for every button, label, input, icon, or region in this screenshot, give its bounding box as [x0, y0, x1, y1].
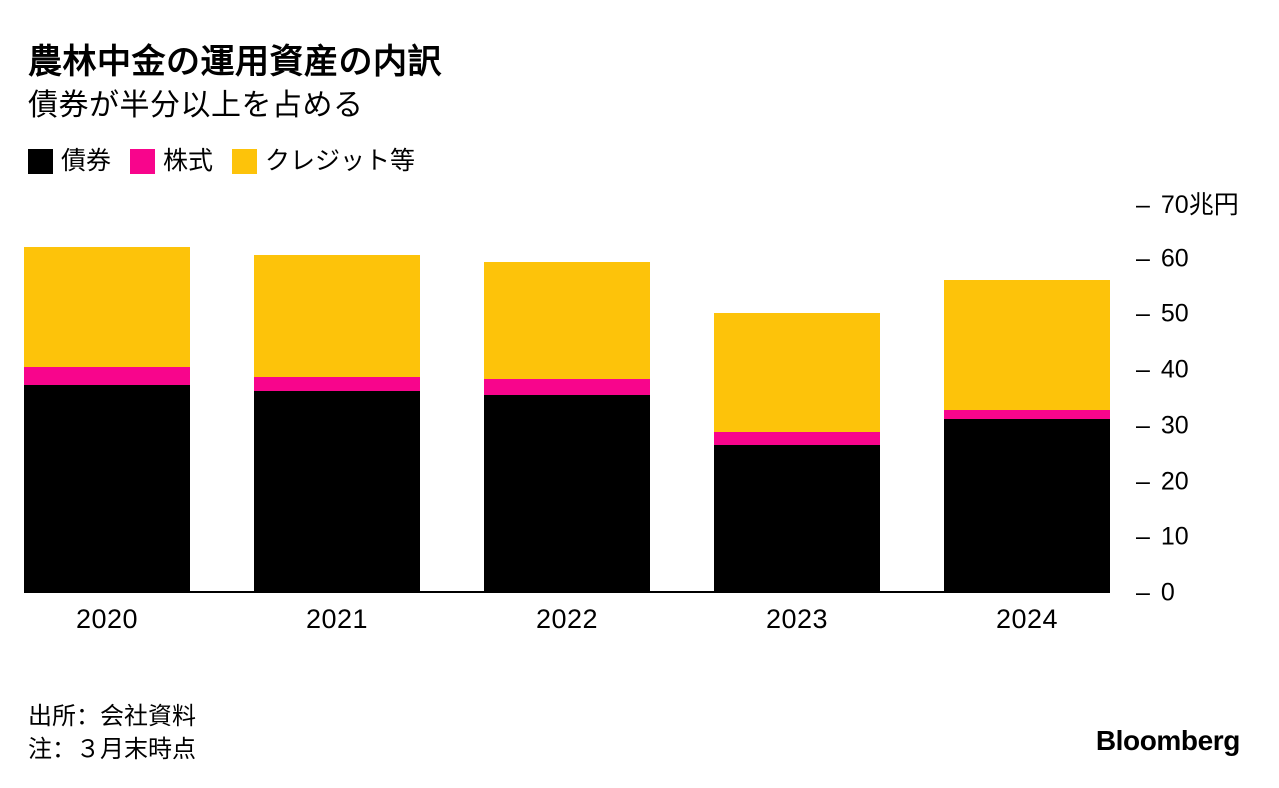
legend-label-bonds: 債券 — [61, 147, 112, 175]
bar-segment-stocks — [714, 432, 880, 445]
bar-segment-bonds — [714, 444, 880, 591]
y-tick-50: –50 — [1136, 300, 1189, 329]
source-note: 出所：会社資料 — [28, 703, 196, 730]
y-tick-label: 0 — [1160, 578, 1175, 607]
bloomberg-logo: Bloomberg — [1095, 725, 1241, 756]
legend: 債券 株式 クレジット等 — [28, 148, 415, 175]
chart-subtitle: 債券が半分以上を占める — [28, 89, 364, 122]
bar-2023 — [714, 203, 880, 591]
y-tick-label: 40 — [1160, 355, 1189, 384]
bar-segment-credit — [484, 262, 650, 379]
bar-segment-credit — [24, 246, 190, 368]
bar-segment-stocks — [254, 377, 420, 391]
legend-swatch-stocks — [130, 149, 156, 174]
y-tick-mark: – — [1136, 244, 1150, 273]
y-tick-mark: – — [1136, 411, 1150, 440]
y-tick-mark: – — [1136, 522, 1150, 551]
x-label-2021: 2021 — [305, 604, 369, 634]
x-label-2020: 2020 — [75, 604, 139, 634]
y-tick-label: 60 — [1160, 244, 1189, 273]
bar-2020 — [24, 203, 190, 591]
legend-item-credit: クレジット等 — [232, 148, 415, 175]
bar-segment-bonds — [944, 418, 1110, 591]
date-note: 注：３月末時点 — [28, 736, 196, 763]
bar-segment-stocks — [944, 409, 1110, 419]
legend-item-bonds: 債券 — [28, 148, 111, 175]
bar-segment-bonds — [254, 390, 420, 591]
x-label-2024: 2024 — [995, 604, 1059, 634]
y-tick-10: –10 — [1136, 523, 1189, 552]
chart-title: 農林中金の運用資産の内訳 — [28, 43, 442, 81]
y-tick-70: –70兆円 — [1136, 185, 1239, 221]
bar-2021 — [254, 203, 420, 591]
y-tick-60: –60 — [1136, 244, 1189, 273]
y-tick-label: 30 — [1160, 411, 1189, 440]
y-axis: –0–10–20–30–40–50–60–70兆円 — [1136, 191, 1276, 607]
bar-2022 — [484, 203, 650, 591]
y-tick-label: 10 — [1160, 522, 1189, 551]
bar-segment-bonds — [484, 394, 650, 591]
y-tick-mark: – — [1136, 355, 1150, 384]
bar-segment-stocks — [484, 378, 650, 395]
bar-segment-credit — [944, 279, 1110, 410]
y-tick-mark: – — [1136, 299, 1150, 328]
bar-segment-stocks — [24, 367, 190, 386]
footer: 出所：会社資料 注：３月末時点 — [28, 700, 196, 766]
bar-segment-bonds — [24, 385, 190, 591]
y-tick-20: –20 — [1136, 467, 1189, 496]
legend-swatch-bonds — [28, 149, 53, 174]
plot-area — [24, 203, 1110, 593]
y-tick-40: –40 — [1136, 356, 1189, 385]
y-tick-label: 70兆円 — [1160, 191, 1239, 219]
y-tick-mark: – — [1136, 191, 1150, 219]
bar-segment-credit — [254, 254, 420, 378]
legend-label-credit: クレジット等 — [265, 147, 416, 175]
y-tick-30: –30 — [1136, 411, 1189, 440]
bar-2024 — [944, 203, 1110, 591]
legend-item-stocks: 株式 — [130, 148, 213, 175]
y-tick-0: –0 — [1136, 579, 1175, 608]
x-axis: 2020 2021 2022 2023 2024 — [24, 604, 1110, 635]
y-tick-mark: – — [1136, 467, 1150, 496]
legend-label-stocks: 株式 — [163, 147, 214, 175]
legend-swatch-credit — [232, 149, 258, 174]
y-tick-label: 20 — [1160, 467, 1189, 496]
x-label-2022: 2022 — [535, 604, 599, 634]
bar-segment-credit — [714, 312, 880, 433]
x-label-2023: 2023 — [765, 604, 829, 634]
y-tick-mark: – — [1136, 578, 1150, 607]
y-tick-label: 50 — [1160, 299, 1189, 328]
